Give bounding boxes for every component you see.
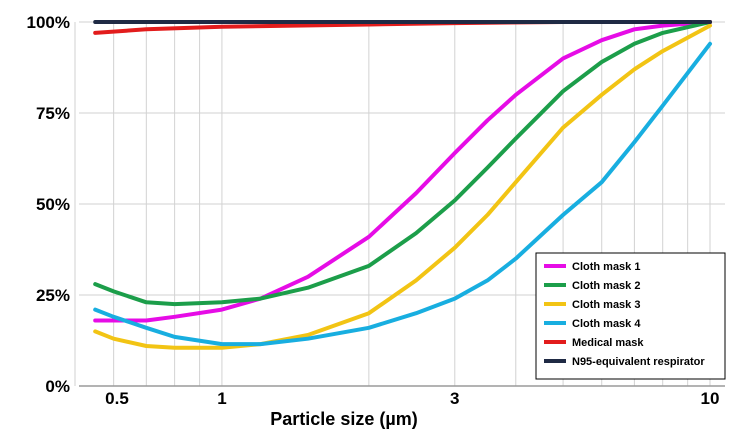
legend-label: Cloth mask 1 (572, 261, 640, 273)
y-tick-label: 50% (36, 195, 70, 214)
legend-label: Cloth mask 2 (572, 280, 640, 292)
x-tick-label: 3 (450, 389, 459, 408)
y-axis-tick-labels: 0% 25% 50% 75% 100% (27, 13, 70, 396)
series-line-4 (93, 41, 712, 347)
y-tick-label: 25% (36, 286, 70, 305)
y-tick-label: 100% (27, 13, 70, 32)
x-tick-label: 1 (217, 389, 226, 408)
legend-label: N95-equivalent respirator (572, 356, 705, 368)
x-tick-label: 0.5 (105, 389, 129, 408)
legend-label: Medical mask (572, 337, 644, 349)
legend-label: Cloth mask 4 (572, 318, 641, 330)
series-line-2 (93, 20, 712, 307)
data-series (93, 20, 712, 350)
legend: Cloth mask 1 Cloth mask 2 Cloth mask 3 Clot… (535, 252, 726, 380)
y-tick-label: 75% (36, 104, 70, 123)
x-axis-title: Particle size (µm) (270, 409, 417, 429)
legend-box (535, 252, 726, 380)
x-axis-tick-labels: 0.5 1 3 10 (105, 389, 719, 408)
legend-label: Cloth mask 3 (572, 299, 640, 311)
y-tick-label: 0% (45, 377, 70, 396)
series-line-1 (93, 20, 712, 323)
series-line-3 (93, 23, 712, 350)
x-tick-label: 10 (701, 389, 720, 408)
